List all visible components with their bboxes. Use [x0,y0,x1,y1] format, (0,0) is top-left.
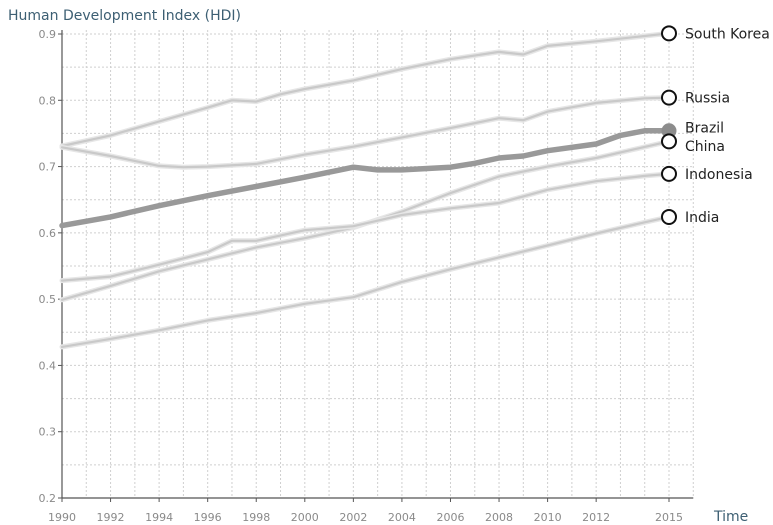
y-tick-label: 0.6 [39,227,57,240]
series-label: Brazil [685,120,724,136]
series-line [60,96,671,169]
x-tick-label: 1998 [242,511,270,524]
series-line-halo [59,95,672,170]
x-tick-label: 2010 [534,511,562,524]
end-marker [661,25,677,42]
y-axis-ticks: 0.2 0.3 0.4 0.5 0.6 0.7 0.8 0.9 [39,28,62,505]
x-tick-label: 2015 [655,511,683,524]
y-tick-label: 0.9 [39,28,57,41]
end-markers [661,25,677,225]
series-line-halo [59,214,672,350]
end-marker [661,133,677,150]
series-russia [59,95,672,170]
series-indonesia [59,171,672,284]
x-axis-ticks: 1990 1992 1994 1996 1998 2000 2002 2004 2006 2008… [48,498,683,524]
series-line-halo [59,171,672,284]
end-marker [661,165,677,182]
x-tick-label: 2002 [339,511,367,524]
y-tick-label: 0.5 [39,293,57,306]
x-tick-label: 2004 [388,511,416,524]
x-axis-title: Time [713,509,748,525]
x-tick-label: 2008 [485,511,513,524]
y-tick-label: 0.3 [39,426,57,439]
series-label: China [685,139,725,155]
y-tick-label: 0.2 [39,492,57,505]
series-label: Indonesia [685,167,753,183]
x-tick-label: 1992 [97,511,125,524]
series-lines [59,30,672,350]
x-tick-label: 2012 [582,511,610,524]
axes [61,30,694,499]
series-label: South Korea [685,26,770,42]
end-marker [661,208,677,225]
x-tick-label: 2000 [291,511,319,524]
series-south-korea [59,30,672,149]
end-marker [661,89,677,106]
series-line [60,32,671,148]
series-line [59,128,672,229]
y-tick-label: 0.7 [39,161,57,174]
x-tick-label: 1990 [48,511,76,524]
x-tick-label: 1996 [194,511,222,524]
series-line [60,215,671,348]
series-brazil [59,128,672,229]
series-line-halo [59,30,672,149]
x-tick-label: 1994 [145,511,173,524]
x-tick-label: 2006 [436,511,464,524]
series-india [59,214,672,350]
series-labels: South Korea Russia Brazil China Indonesia Ind… [685,26,770,226]
series-line [60,172,671,282]
y-tick-label: 0.4 [39,359,57,372]
series-label: India [685,210,719,226]
y-tick-label: 0.8 [39,94,57,107]
series-label: Russia [685,91,730,107]
y-axis-title: Human Development Index (HDI) [8,8,241,24]
